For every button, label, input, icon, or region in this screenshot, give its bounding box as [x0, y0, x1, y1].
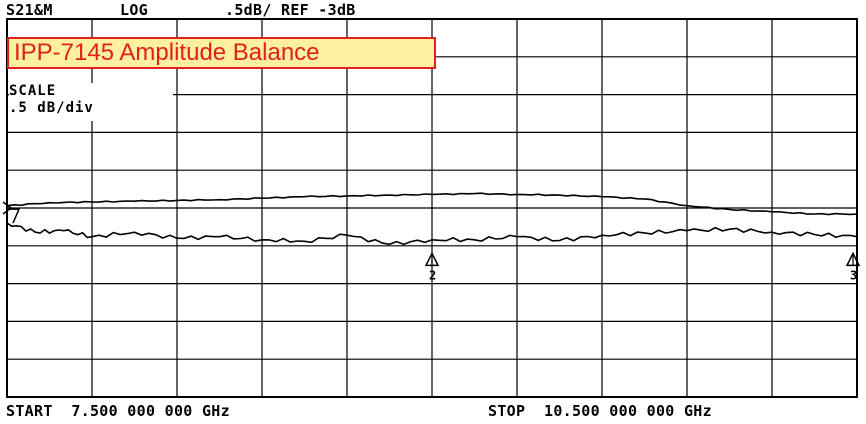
stop-frequency: STOP 10.500 000 000 GHz — [488, 402, 712, 420]
grid — [2, 19, 857, 397]
marker-2: 2 — [424, 251, 440, 282]
reference-marker — [2, 201, 13, 215]
marker-3: 3 — [845, 251, 861, 282]
marker-label: 3 — [850, 268, 857, 282]
scale-ref-label: .5dB/ REF -3dB — [225, 1, 356, 19]
format-label: LOG — [120, 1, 148, 19]
scale-annotation: SCALE .5 dB/div — [9, 83, 173, 121]
trace-line-2 — [6, 222, 858, 246]
chart-title: IPP-7145 Amplitude Balance — [7, 37, 436, 69]
traces — [6, 192, 858, 246]
trace-line-1 — [6, 192, 858, 216]
scale-label: SCALE — [9, 83, 57, 99]
start-marker — [7, 208, 21, 224]
marker-label: 2 — [429, 268, 436, 282]
start-frequency: START 7.500 000 000 GHz — [6, 402, 230, 420]
channel-label: S21&M — [6, 1, 53, 19]
scale-value: .5 dB/div — [9, 100, 94, 116]
